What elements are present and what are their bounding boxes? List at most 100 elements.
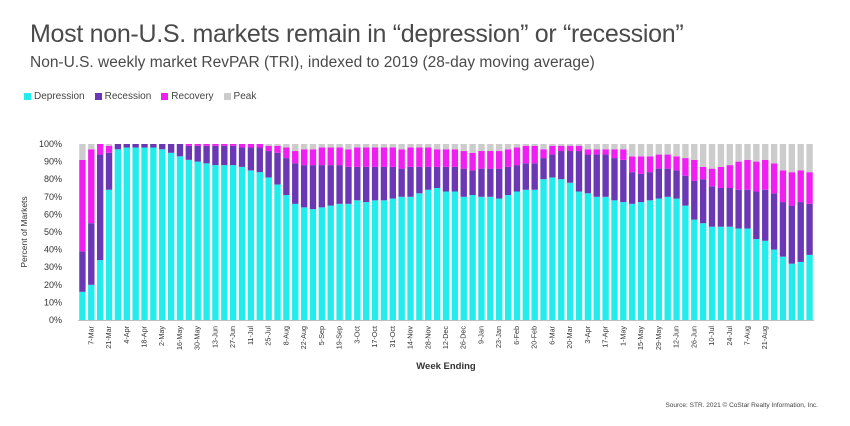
bar-depression-69 (691, 219, 698, 320)
bar-recession-45 (478, 168, 485, 197)
x-tick-label: 12-Dec (441, 326, 450, 350)
bar-recession-47 (496, 168, 503, 199)
y-tick-label: 100% (39, 139, 62, 149)
bar-depression-30 (345, 203, 352, 320)
x-tick-label: 4-Apr (122, 325, 131, 343)
bar-recovery-37 (407, 147, 414, 167)
legend-item-depression: Depression (24, 91, 85, 102)
bar-depression-13 (194, 161, 201, 320)
bar-peak-80 (788, 144, 796, 173)
bar-recession-66 (664, 168, 671, 197)
bar-recession-63 (637, 173, 645, 203)
bar-recession-51 (531, 163, 538, 190)
bar-recovery-47 (496, 151, 503, 169)
x-tick-label: 20-Feb (530, 326, 539, 349)
bar-depression-8 (150, 147, 157, 320)
bar-depression-64 (646, 200, 654, 320)
bar-recession-13 (194, 145, 201, 162)
bar-recovery-69 (691, 159, 698, 181)
bar-depression-41 (442, 191, 450, 320)
bar-recovery-39 (425, 147, 432, 167)
bar-recession-36 (398, 168, 405, 197)
bar-recovery-78 (770, 163, 778, 194)
bar-depression-80 (788, 263, 796, 320)
bar-peak-63 (637, 144, 645, 157)
bar-recovery-1 (88, 149, 95, 224)
x-tick-label: 25-Jul (264, 326, 273, 346)
bar-depression-57 (584, 193, 592, 320)
legend-swatch-peak (223, 93, 231, 100)
bar-peak-59 (602, 144, 609, 150)
bar-depression-60 (611, 200, 618, 320)
bar-recession-30 (345, 166, 352, 204)
x-tick-label: 20-Mar (565, 325, 574, 348)
x-tick-label: 21-Mar (104, 325, 113, 348)
bar-recession-41 (442, 166, 450, 192)
bar-recession-31 (354, 166, 361, 201)
bar-recovery-70 (699, 166, 707, 180)
bar-recession-68 (682, 175, 689, 206)
x-tick-label: 6-Mar (547, 325, 556, 344)
bar-recovery-29 (336, 147, 343, 166)
x-tick-label: 24-Jul (725, 326, 734, 346)
bar-recovery-20 (256, 144, 263, 148)
bar-recession-81 (797, 202, 804, 262)
bar-recession-43 (460, 168, 467, 197)
bar-recovery-58 (593, 149, 600, 155)
bar-peak-58 (593, 144, 600, 150)
x-tick-label: 11-Jul (246, 326, 255, 345)
bar-depression-39 (425, 189, 432, 320)
bar-depression-58 (593, 196, 600, 320)
bar-recovery-22 (274, 145, 281, 153)
bar-peak-24 (292, 144, 299, 152)
bar-recession-24 (292, 163, 299, 204)
bar-recession-72 (717, 188, 725, 227)
x-tick-label: 26-Dec (459, 326, 468, 350)
bar-recovery-81 (797, 170, 804, 203)
x-tick-label: 7-Mar (86, 325, 95, 344)
bar-depression-56 (575, 191, 583, 320)
bar-peak-33 (371, 144, 379, 148)
bar-depression-6 (132, 147, 139, 320)
bar-recovery-57 (584, 149, 592, 155)
bar-peak-60 (611, 144, 618, 150)
bar-peak-70 (699, 144, 707, 167)
bar-depression-25 (300, 207, 308, 320)
bar-recession-49 (513, 165, 521, 192)
bar-depression-34 (380, 200, 388, 320)
bar-recession-59 (602, 154, 609, 197)
bar-recovery-35 (389, 147, 396, 167)
bar-recovery-40 (433, 149, 441, 167)
y-axis-ticks: 0% 10% 20% 30% 40% 50% 60% 70% 80% 90% 100% (39, 139, 62, 325)
legend-swatch-recession (94, 93, 102, 100)
bar-depression-82 (806, 254, 813, 320)
bar-recovery-12 (185, 144, 193, 146)
y-tick-label: 90% (44, 157, 62, 167)
bar-recession-50 (522, 163, 529, 190)
bar-depression-17 (229, 165, 237, 320)
bar-recession-54 (558, 151, 565, 180)
bar-depression-61 (620, 202, 627, 320)
x-tick-label: 1-May (618, 326, 627, 346)
y-tick-label: 80% (44, 174, 62, 184)
bar-recovery-25 (300, 149, 308, 166)
bar-recession-67 (673, 170, 680, 199)
bar-depression-51 (531, 189, 538, 320)
bar-peak-71 (708, 144, 716, 169)
bar-peak-21 (265, 144, 272, 146)
bar-recovery-80 (788, 172, 796, 206)
bar-recession-75 (744, 189, 751, 229)
bar-recession-58 (593, 154, 600, 197)
bar-peak-26 (309, 144, 317, 150)
x-tick-label: 16-May (175, 326, 184, 350)
bar-depression-20 (256, 172, 263, 320)
bar-depression-10 (167, 152, 175, 320)
bar-recovery-19 (247, 144, 255, 148)
bar-recession-1 (88, 223, 95, 285)
bar-recovery-2 (96, 144, 104, 155)
bar-depression-33 (371, 200, 379, 320)
bar-recovery-41 (442, 149, 450, 167)
legend-item-peak: Peak (223, 91, 256, 102)
x-tick-label: 30-May (193, 326, 202, 350)
